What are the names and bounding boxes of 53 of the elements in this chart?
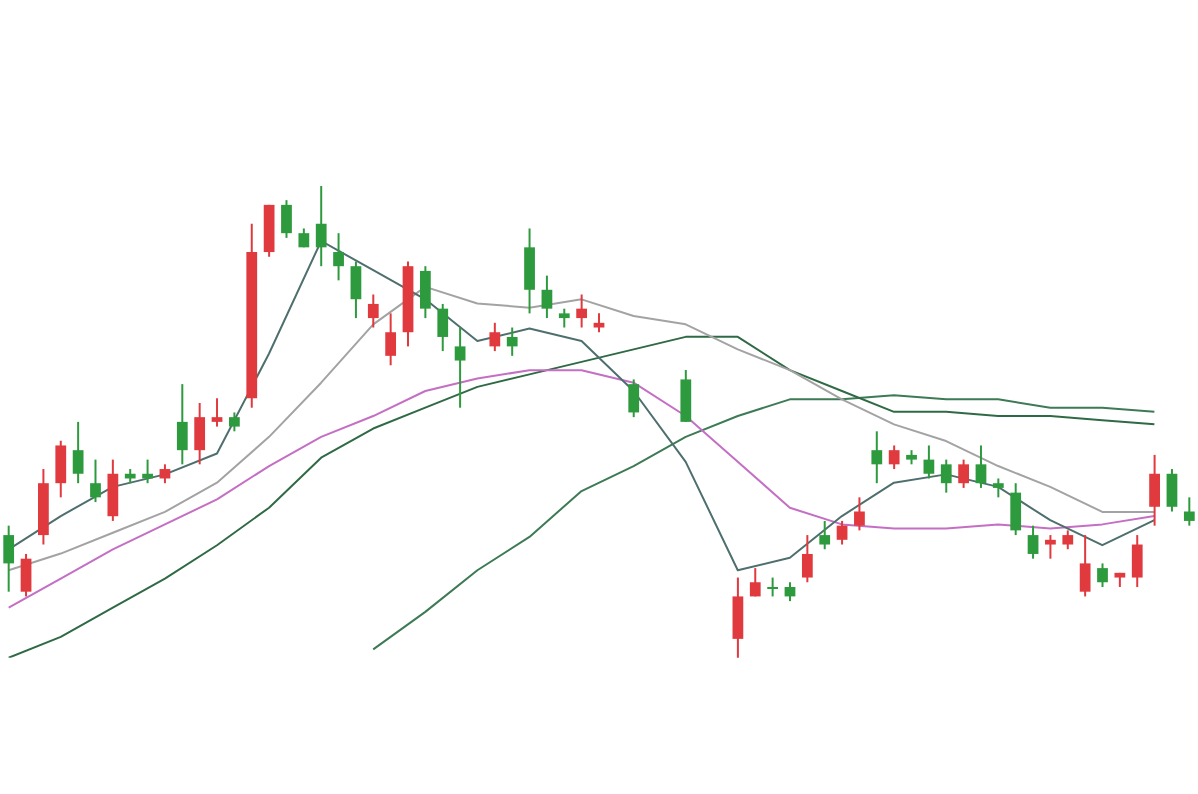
candlestick xyxy=(1131,534,1143,588)
candlestick xyxy=(1079,534,1091,598)
candlestick xyxy=(975,444,987,489)
candlestick xyxy=(593,312,605,334)
candlestick xyxy=(958,458,969,489)
candlestick xyxy=(1027,524,1039,560)
candlestick xyxy=(871,430,883,485)
candlestick xyxy=(367,293,379,329)
candlestick xyxy=(1010,482,1022,537)
candlestick xyxy=(419,265,431,320)
candlestick xyxy=(767,576,779,598)
candlestick xyxy=(819,519,831,551)
candlestick xyxy=(55,439,67,499)
candlestick xyxy=(923,444,935,480)
candlestick xyxy=(229,411,240,433)
candlestick xyxy=(628,378,640,419)
candlestick xyxy=(281,199,292,239)
candlestick xyxy=(801,534,813,584)
candlestick xyxy=(489,321,501,353)
candlestick xyxy=(1062,529,1074,551)
candlestick xyxy=(524,227,535,315)
candlestick xyxy=(437,302,449,353)
candlestick xyxy=(854,496,865,532)
candlestick xyxy=(888,444,900,471)
candlestick xyxy=(732,576,744,659)
candlestick xyxy=(1183,496,1195,527)
candlestick xyxy=(315,185,327,268)
candlestick xyxy=(90,458,101,504)
candlestick xyxy=(992,477,1004,499)
candlestick xyxy=(3,524,15,593)
candlestick xyxy=(385,312,397,367)
candlestick xyxy=(1097,562,1108,588)
candlestick xyxy=(333,232,344,282)
candlestick xyxy=(680,368,692,423)
candlestick xyxy=(211,397,223,428)
candlestick xyxy=(541,274,553,320)
candlestick xyxy=(176,383,188,466)
candlestick xyxy=(836,519,848,546)
candlestick xyxy=(749,567,761,598)
candlestick xyxy=(940,458,952,494)
candlestick xyxy=(576,293,588,329)
candlestick xyxy=(72,420,84,485)
candlestick xyxy=(558,307,570,329)
candlestick xyxy=(1045,534,1056,560)
candlestick xyxy=(194,402,206,466)
candlestick xyxy=(263,203,275,258)
candlestick xyxy=(454,326,466,409)
candlestick xyxy=(20,552,32,598)
candlestick xyxy=(1166,468,1178,513)
candlestick xyxy=(107,458,119,522)
candlestick xyxy=(506,326,518,357)
candlestick xyxy=(350,260,362,320)
candlestick xyxy=(1149,453,1160,527)
